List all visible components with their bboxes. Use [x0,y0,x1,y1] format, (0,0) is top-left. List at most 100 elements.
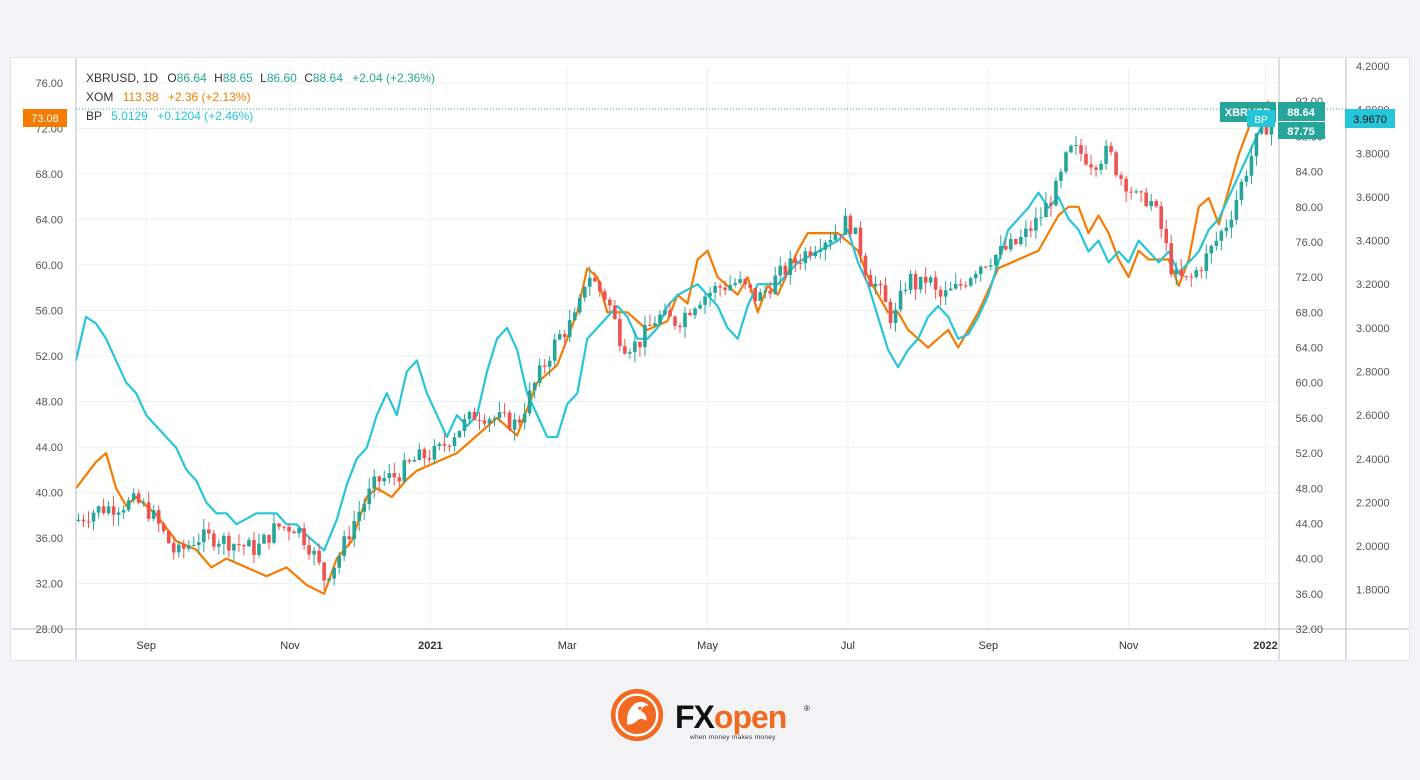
candle-body [1184,276,1189,278]
candle-body [587,277,592,287]
candle-body [1259,122,1264,134]
candle-body [999,246,1003,255]
candle-body [156,510,161,524]
left-axis-tick: 76.00 [35,78,63,90]
candle-body [477,420,482,422]
left-axis-tick: 28.00 [35,624,63,636]
candle-body [848,215,853,235]
x-axis-tick: Nov [280,640,300,652]
candle-body [412,460,417,462]
legend: XBRUSD, 1D O86.64 H88.65 L86.60 C88.64 +… [86,71,435,123]
candle-body [191,544,196,546]
right-axis-tick: 2.8000 [1356,367,1390,379]
bp-badge-name: BP [1254,115,1268,126]
candle-body [1254,133,1259,157]
candle-body [537,365,542,383]
candle-body [1139,191,1143,193]
left-axis-tick: 48.00 [35,397,63,409]
mid-axis-tick: 36.00 [1295,589,1323,601]
brand-registered-mark: ® [804,704,810,713]
candle-body [1249,156,1254,176]
candle-body [212,533,216,547]
candle-body [1239,181,1244,200]
right-axis-tick: 3.0000 [1356,323,1390,335]
chart-svg[interactable]: 76.00 72.00 68.00 64.00 60.00 56.00 52.00 48.00… [11,58,1409,660]
candle-body [342,536,346,557]
candle-body [928,277,933,283]
candle-body [432,445,437,460]
candle-body [1119,175,1123,179]
candle-body [1109,145,1113,153]
candle-body [582,286,587,298]
candle-body [472,412,477,421]
candle-body [738,279,742,283]
candle-body [1129,191,1133,193]
candle-body [613,305,617,319]
candle-body [963,285,968,287]
candle-body [402,460,407,482]
candle-body [1219,231,1224,241]
candle-body [422,449,427,459]
candle-body [863,255,868,275]
candle-body [883,285,888,302]
chart-panel[interactable]: 76.00 72.00 68.00 64.00 60.00 56.00 52.00 48.00… [10,57,1410,661]
candle-body [733,282,737,285]
candle-body [1079,145,1083,154]
candle-body [131,493,136,501]
xom-series [75,100,1270,595]
legend-row-3: BP 5.0129 +0.1204 (+2.46%) [86,109,253,123]
left-axis-tick: 68.00 [35,169,63,181]
mid-axis-tick: 64.00 [1295,343,1323,355]
x-axis-tick: May [697,640,718,652]
left-axis-tick: 52.00 [35,351,63,363]
candle-body [663,310,667,315]
candle-body [1014,239,1018,245]
bp-line [74,115,1270,552]
candle-body [367,488,372,505]
top-band [0,0,1420,48]
candle-body [983,266,988,268]
candle-body [908,273,913,290]
candle-body [1194,270,1199,278]
candle-body [202,529,206,543]
candle-body [708,292,712,297]
candle-body [161,523,166,532]
candle-body [532,382,537,391]
candle-body [1084,153,1088,165]
candle-body [1144,192,1148,207]
brand-name: FXopen [675,699,787,735]
candle-body [312,550,316,555]
candle-body [1174,269,1179,275]
candle-body [242,545,246,547]
candle-body [1104,145,1108,164]
candle-body [417,449,422,461]
candle-body [1244,175,1249,182]
candle-body [567,320,572,337]
candle-body [903,289,908,291]
candle-body [457,430,462,438]
axes [11,58,1409,660]
candle-body [327,578,331,581]
candle-body [447,445,452,447]
candle-body [372,476,377,489]
candle-body [232,544,236,551]
candle-body [146,502,151,519]
candle-body [252,540,256,555]
candle-body [923,276,928,283]
candle-body [292,531,296,534]
candle-body [1169,243,1174,275]
candle-body [803,251,808,264]
right-axis-tick: 2.0000 [1356,541,1390,553]
candle-body [377,476,382,482]
candle-body [347,536,351,540]
candle-body [76,519,81,521]
candle-body [828,239,833,243]
candle-body [562,334,567,337]
left-axis-tick: 64.00 [35,215,63,227]
footer [0,662,1420,780]
candle-body [257,543,261,555]
candle-body [943,290,948,297]
candle-body [247,540,251,547]
candle-body [833,234,838,240]
candle-body [507,412,512,430]
